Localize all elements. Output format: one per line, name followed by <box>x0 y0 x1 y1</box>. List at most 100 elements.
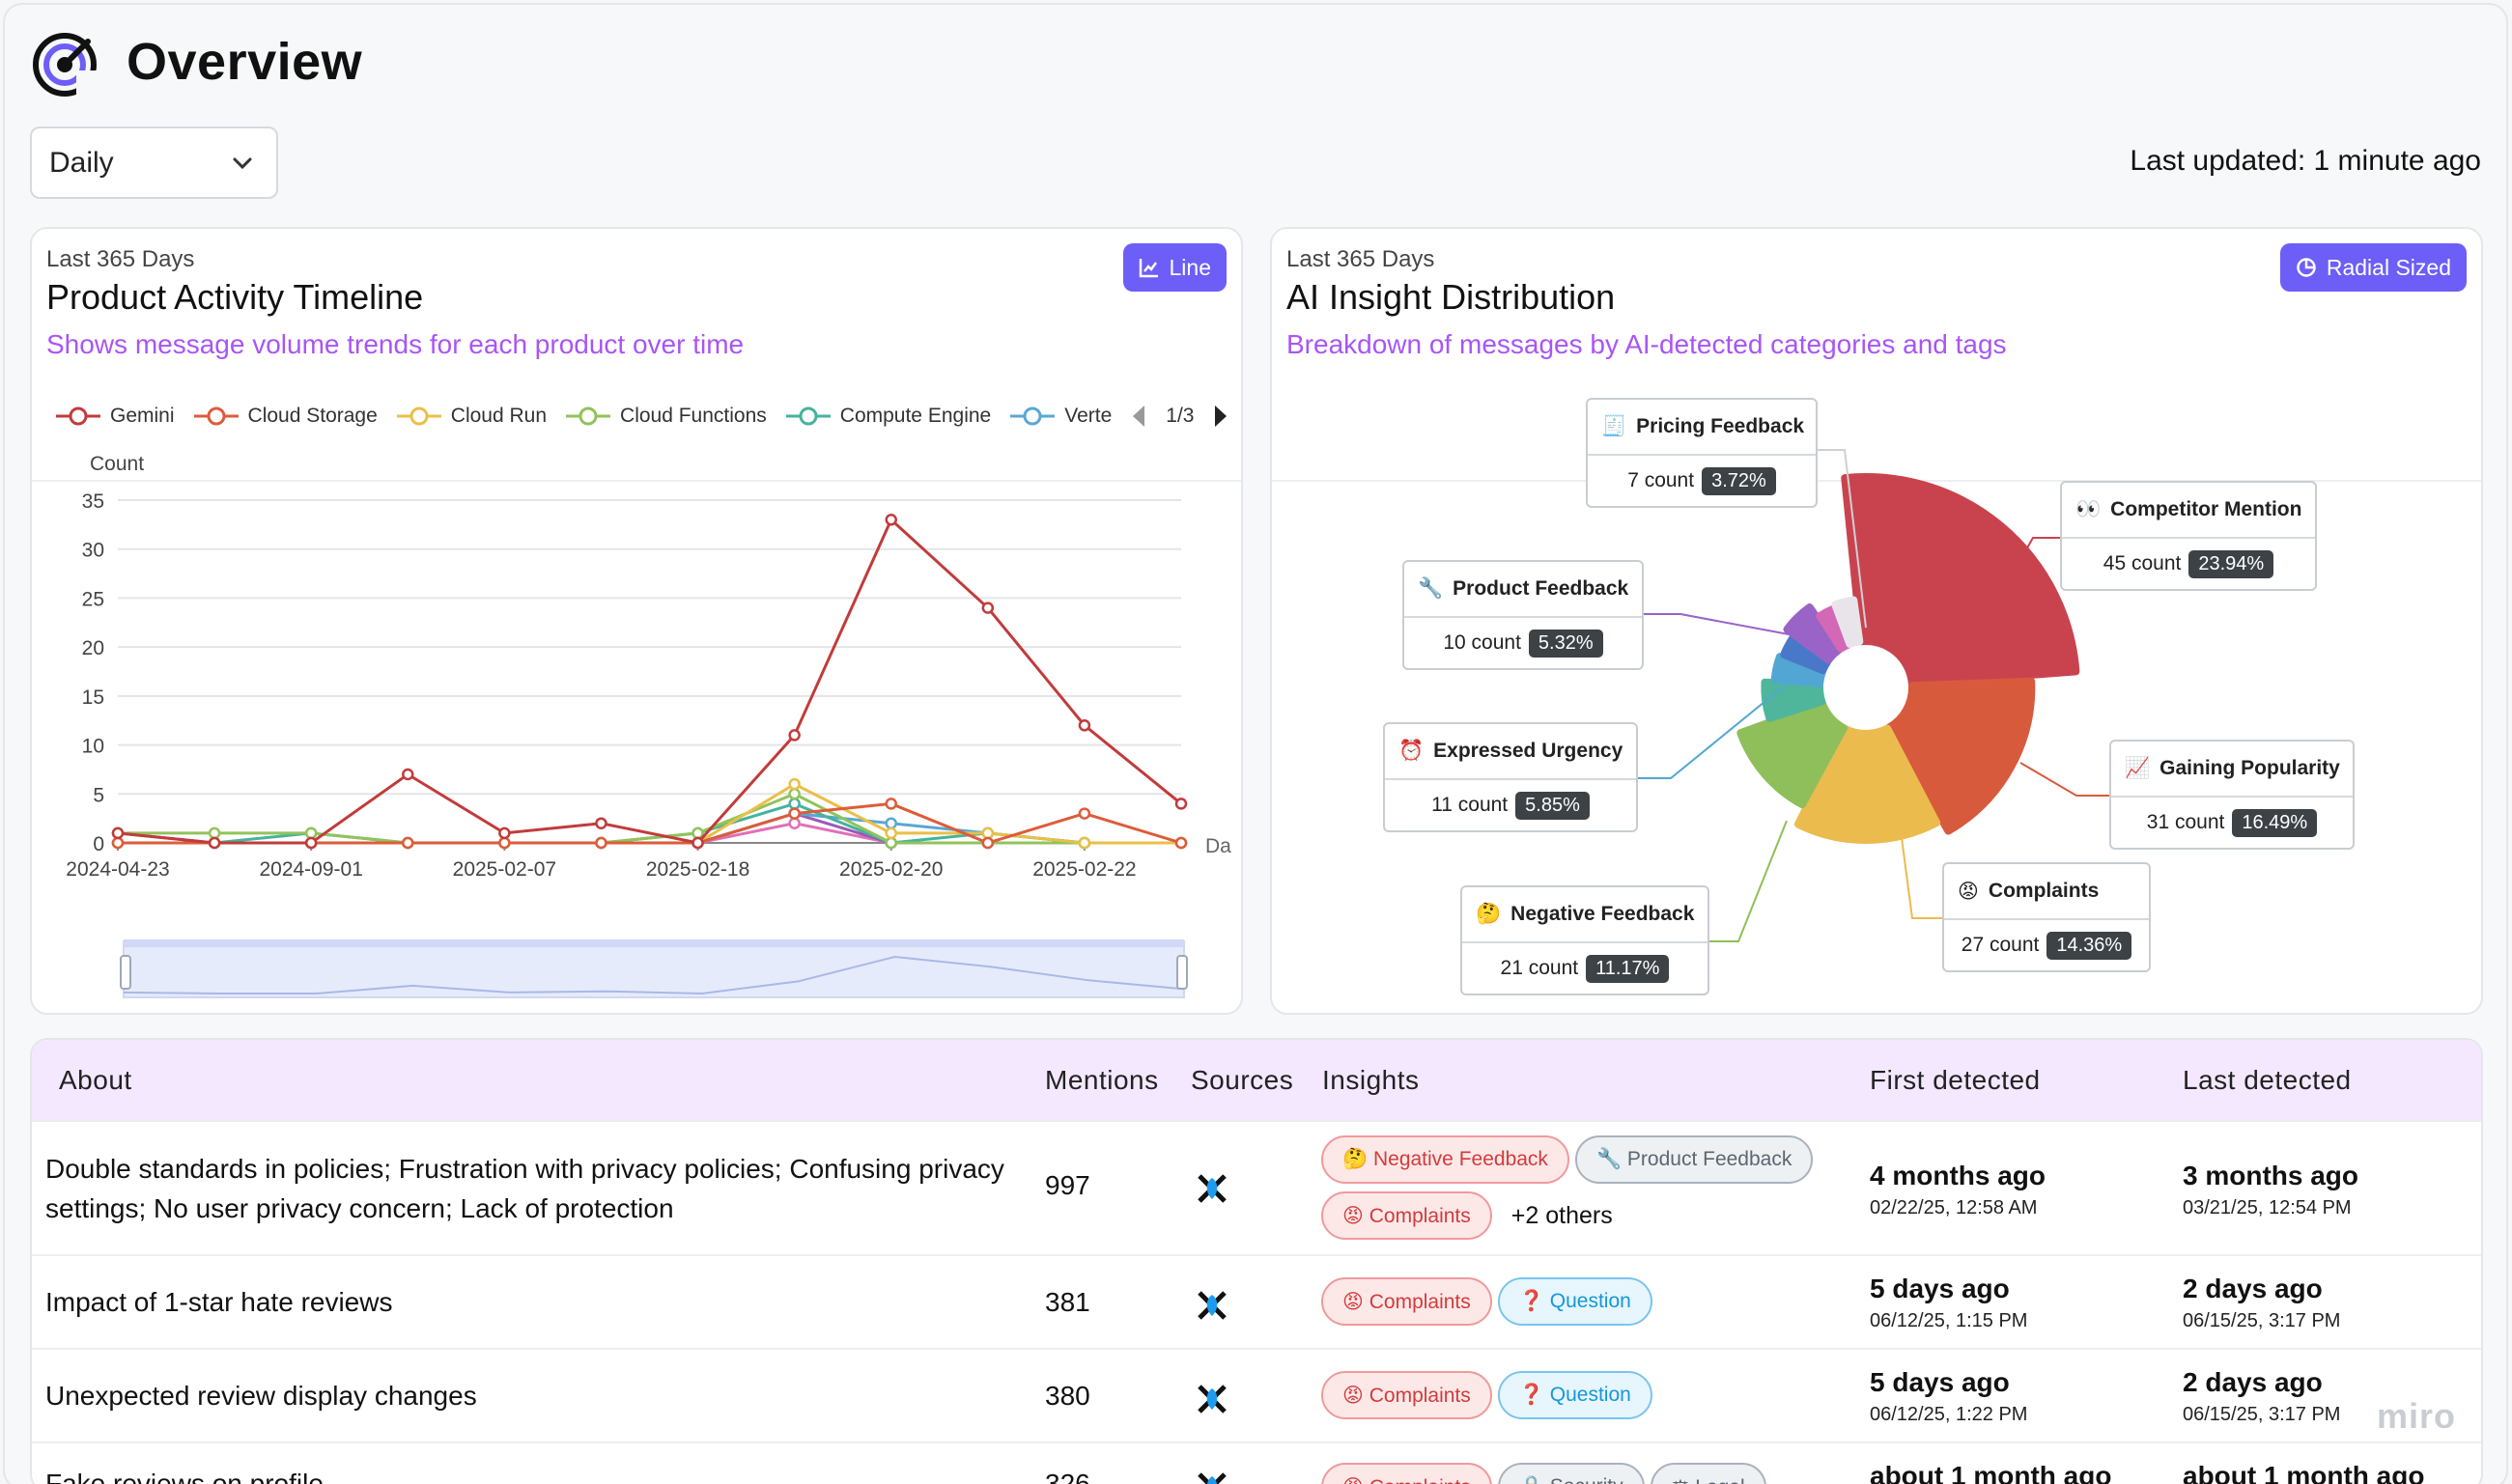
callout-label: Negative Feedback <box>1510 903 1695 925</box>
legend-item[interactable]: Verte <box>1010 405 1112 428</box>
row-insight-tags: 🤔 Negative Feedback 🔧 Product Feedback 😡 … <box>1321 1135 1862 1240</box>
row-about: Impact of 1-star hate reviews <box>45 1287 393 1317</box>
legend-label: Cloud Storage <box>247 405 378 427</box>
first-detected-date: 02/22/25, 12:58 AM <box>1870 1197 2038 1218</box>
callout-label: Complaints <box>1988 880 2100 902</box>
last-updated-text: Last updated: 1 minute ago <box>2130 145 2481 177</box>
tag-product-feedback[interactable]: 🔧 Product Feedback <box>1574 1135 1814 1184</box>
callout-count: 7 count <box>1627 469 1695 491</box>
legend-item[interactable]: Compute Engine <box>785 405 992 428</box>
callout-gaining-popularity[interactable]: 📈 Gaining Popularity 31 count 16.49% <box>2109 740 2355 850</box>
card-subtitle: Last 365 Days <box>46 246 195 272</box>
first-detected: 5 days ago 06/12/25, 1:15 PM <box>1870 1274 2027 1332</box>
card-description: Breakdown of messages by AI-detected cat… <box>1286 329 2007 359</box>
row-insight-tags: 😡 Complaints ❓ Question <box>1321 1371 1658 1419</box>
last-detected: 2 days ago 06/15/25, 3:17 PM <box>2183 1367 2340 1426</box>
table-row[interactable]: Double standards in policies; Frustratio… <box>32 1120 2481 1254</box>
tag-complaints[interactable]: 😡 Complaints <box>1321 1463 1492 1484</box>
callout-label: Competitor Mention <box>2110 498 2302 520</box>
legend-item[interactable]: Gemini <box>56 405 175 428</box>
radar-logo-icon <box>33 33 98 98</box>
header-first-detected[interactable]: First detected <box>1870 1065 2041 1095</box>
first-detected-date: 06/12/25, 1:15 PM <box>1870 1310 2028 1331</box>
first-detected: 4 months ago 02/22/25, 12:58 AM <box>1870 1161 2046 1219</box>
row-about: Unexpected review display changes <box>45 1381 477 1411</box>
row-mentions: 380 <box>1045 1381 1090 1411</box>
last-detected-date: 06/15/25, 3:17 PM <box>2183 1404 2341 1425</box>
period-select[interactable]: Daily <box>30 126 278 199</box>
tag-complaints[interactable]: 😡 Complaints <box>1321 1191 1492 1240</box>
callout-pricing-feedback[interactable]: 🧾 Pricing Feedback 7 count 3.72% <box>1586 398 1818 508</box>
tag-negative-feedback[interactable]: 🤔 Negative Feedback <box>1321 1135 1569 1184</box>
card-description: Shows message volume trends for each pro… <box>46 329 745 359</box>
last-detected: 3 months ago 03/21/25, 12:54 PM <box>2183 1161 2358 1219</box>
product-timeline-card: Last 365 Days Product Activity Timeline … <box>30 227 1243 1015</box>
callout-label: Product Feedback <box>1453 577 1629 600</box>
last-detected-date: 06/15/25, 3:17 PM <box>2183 1310 2341 1331</box>
card-header: Last 365 Days Product Activity Timeline … <box>32 229 1241 482</box>
callout-percent: 5.32% <box>1528 629 1603 658</box>
x-twitter-icon <box>1196 1470 1228 1484</box>
first-detected: 5 days ago 06/12/25, 1:22 PM <box>1870 1367 2027 1426</box>
thinking-face-icon: 🤔 <box>1476 903 1502 925</box>
last-detected-relative: 2 days ago <box>2183 1274 2323 1303</box>
header-about[interactable]: About <box>59 1065 132 1095</box>
row-about: Double standards in policies; Frustratio… <box>45 1154 1004 1223</box>
tag-legal[interactable]: ⚖ Legal <box>1650 1463 1766 1484</box>
legend-item[interactable]: Cloud Functions <box>566 405 767 428</box>
legend-item[interactable]: Cloud Storage <box>193 405 378 428</box>
callout-count: 27 count <box>1961 934 2040 956</box>
callout-competitor-mention[interactable]: 👀 Competitor Mention 45 count 23.94% <box>2060 481 2317 591</box>
row-mentions: 326 <box>1045 1469 1090 1484</box>
card-title: Product Activity Timeline <box>46 277 424 317</box>
chart-up-icon: 📈 <box>2125 757 2151 779</box>
last-detected: 2 days ago 06/15/25, 3:17 PM <box>2183 1274 2340 1332</box>
legend-swatch <box>56 406 100 426</box>
table-row[interactable]: Impact of 1-star hate reviews 381 😡 Comp… <box>32 1254 2481 1348</box>
chart-type-line-button[interactable]: Line <box>1122 243 1227 292</box>
callout-negative-feedback[interactable]: 🤔 Negative Feedback 21 count 11.17% <box>1460 885 1709 995</box>
legend-label: Compute Engine <box>839 405 992 427</box>
header-mentions[interactable]: Mentions <box>1045 1065 1159 1095</box>
line-chart-icon <box>1139 259 1158 278</box>
chart-type-radial-button[interactable]: Radial Sized <box>2279 243 2467 292</box>
legend-page-indicator: 1/3 <box>1166 405 1195 427</box>
first-detected-date: 06/12/25, 1:22 PM <box>1870 1404 2028 1425</box>
period-select-value: Daily <box>49 146 114 179</box>
callout-count: 21 count <box>1500 957 1579 979</box>
card-header: Last 365 Days AI Insight Distribution Br… <box>1272 229 2481 482</box>
row-mentions: 997 <box>1045 1170 1090 1200</box>
legend-swatch <box>566 406 611 426</box>
tag-question[interactable]: ❓ Question <box>1497 1371 1652 1419</box>
tag-security[interactable]: 🔒 Security <box>1497 1463 1645 1484</box>
tag-complaints[interactable]: 😡 Complaints <box>1321 1371 1492 1419</box>
table-row[interactable]: Fake reviews on profile 326 😡 Complaints… <box>32 1442 2481 1484</box>
callout-label: Pricing Feedback <box>1636 415 1805 437</box>
row-mentions: 381 <box>1045 1287 1090 1317</box>
callout-percent: 3.72% <box>1702 466 1776 495</box>
legend-prev-icon[interactable] <box>1131 404 1146 429</box>
table-row[interactable]: Unexpected review display changes 380 😡 … <box>32 1348 2481 1442</box>
first-detected-relative: 5 days ago <box>1870 1274 2010 1303</box>
card-subtitle: Last 365 Days <box>1286 246 1435 272</box>
header-insights[interactable]: Insights <box>1322 1065 1420 1095</box>
callout-percent: 16.49% <box>2232 808 2318 837</box>
callout-count: 45 count <box>2103 552 2182 574</box>
legend-next-icon[interactable] <box>1213 404 1228 429</box>
legend-swatch <box>193 406 239 426</box>
last-detected-relative: 3 months ago <box>2183 1161 2359 1190</box>
chart-legend: Gemini Cloud Storage Cloud Run Cloud Fun… <box>56 404 1228 429</box>
legend-item[interactable]: Cloud Run <box>396 405 547 428</box>
tag-question[interactable]: ❓ Question <box>1497 1277 1652 1326</box>
callout-expressed-urgency[interactable]: ⏰ Expressed Urgency 11 count 5.85% <box>1383 722 1638 832</box>
more-tags-link[interactable]: +2 others <box>1510 1201 1613 1229</box>
chart-type-label: Line <box>1169 254 1211 280</box>
miro-watermark: miro <box>2376 1396 2456 1436</box>
last-detected-date: 03/21/25, 12:54 PM <box>2183 1197 2352 1218</box>
callout-product-feedback[interactable]: 🔧 Product Feedback 10 count 5.32% <box>1402 560 1644 670</box>
callout-complaints[interactable]: 😡 Complaints 27 count 14.36% <box>1942 862 2151 972</box>
header-last-detected[interactable]: Last detected <box>2183 1065 2352 1095</box>
pie-chart-icon <box>2297 258 2316 277</box>
tag-complaints[interactable]: 😡 Complaints <box>1321 1277 1492 1326</box>
header-sources[interactable]: Sources <box>1191 1065 1294 1095</box>
